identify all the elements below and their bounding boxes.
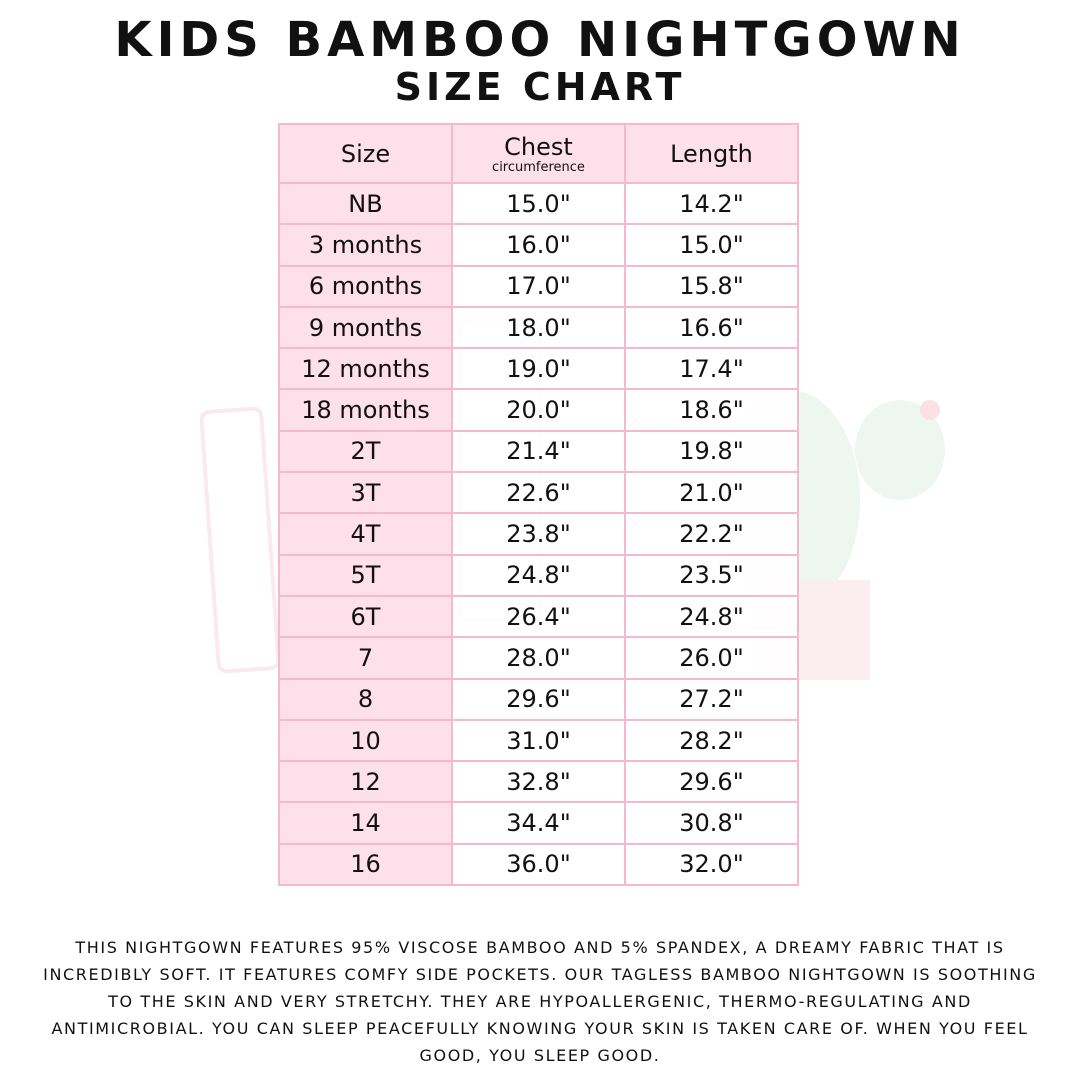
table-row: 3T 22.6" 21.0" <box>278 471 799 515</box>
table-row: 6T 26.4" 24.8" <box>278 594 799 639</box>
chest-cell: 34.4" <box>451 801 626 845</box>
chest-cell: 15.0" <box>451 181 626 226</box>
length-cell: 18.6" <box>624 388 799 432</box>
chest-cell: 29.6" <box>451 677 626 721</box>
column-header-size: Size <box>278 123 453 184</box>
column-label: Chest <box>504 132 573 161</box>
product-description: This nightgown features 95% viscose bamb… <box>43 938 1037 1065</box>
column-label: Size <box>340 139 391 168</box>
table-row: 4T 23.8" 22.2" <box>278 512 799 556</box>
length-cell: 16.6" <box>624 305 799 350</box>
size-cell: 6T <box>278 594 453 639</box>
length-cell: 27.2" <box>624 677 799 721</box>
page-title: KIDS BAMBOO NIGHTGOWN <box>114 12 966 68</box>
length-cell: 30.8" <box>624 801 799 845</box>
table-row: 14 34.4" 30.8" <box>278 801 799 845</box>
chest-cell: 32.8" <box>451 760 626 804</box>
length-cell: 28.2" <box>624 718 799 763</box>
column-header-chest: Chest circumference <box>451 123 626 184</box>
chest-cell: 36.0" <box>451 842 626 887</box>
chest-cell: 23.8" <box>451 512 626 556</box>
chest-cell: 24.8" <box>451 553 626 597</box>
size-cell: 2T <box>278 429 453 474</box>
length-cell: 17.4" <box>624 347 799 391</box>
size-cell: 10 <box>278 718 453 763</box>
size-cell: 5T <box>278 553 453 597</box>
chest-cell: 22.6" <box>451 471 626 515</box>
chest-cell: 21.4" <box>451 429 626 474</box>
chest-cell: 18.0" <box>451 305 626 350</box>
table-row: 10 31.0" 28.2" <box>278 718 799 763</box>
table-row: 12 months 19.0" 17.4" <box>278 347 799 391</box>
size-cell: 7 <box>278 636 453 680</box>
table-row: NB 15.0" 14.2" <box>278 181 799 226</box>
size-cell: 4T <box>278 512 453 556</box>
chest-cell: 20.0" <box>451 388 626 432</box>
column-label: Length <box>670 139 753 168</box>
chest-cell: 19.0" <box>451 347 626 391</box>
column-sublabel: circumference <box>492 159 585 175</box>
length-cell: 14.2" <box>624 181 799 226</box>
length-cell: 22.2" <box>624 512 799 556</box>
length-cell: 15.0" <box>624 223 799 267</box>
chest-cell: 28.0" <box>451 636 626 680</box>
table-row: 6 months 17.0" 15.8" <box>278 264 799 308</box>
size-cell: 18 months <box>278 388 453 432</box>
length-cell: 24.8" <box>624 594 799 639</box>
table-row: 12 32.8" 29.6" <box>278 760 799 804</box>
table-row: 8 29.6" 27.2" <box>278 677 799 721</box>
length-cell: 29.6" <box>624 760 799 804</box>
chest-cell: 31.0" <box>451 718 626 763</box>
size-cell: 3T <box>278 471 453 515</box>
table-header-row: Size Chest circumference Length <box>278 123 799 184</box>
size-cell: 8 <box>278 677 453 721</box>
table-row: 18 months 20.0" 18.6" <box>278 388 799 432</box>
page-subtitle: SIZE CHART <box>394 65 686 109</box>
table-row: 3 months 16.0" 15.0" <box>278 223 799 267</box>
length-cell: 19.8" <box>624 429 799 474</box>
length-cell: 21.0" <box>624 471 799 515</box>
size-cell: 3 months <box>278 223 453 267</box>
length-cell: 23.5" <box>624 553 799 597</box>
table-row: 2T 21.4" 19.8" <box>278 429 799 474</box>
size-chart-table: Size Chest circumference Length NB 15.0" 14… <box>278 123 799 887</box>
chest-cell: 26.4" <box>451 594 626 639</box>
chest-cell: 17.0" <box>451 264 626 308</box>
size-cell: 6 months <box>278 264 453 308</box>
size-cell: 12 months <box>278 347 453 391</box>
chest-cell: 16.0" <box>451 223 626 267</box>
length-cell: 32.0" <box>624 842 799 887</box>
size-cell: 12 <box>278 760 453 804</box>
column-header-length: Length <box>624 123 799 184</box>
size-cell: NB <box>278 181 453 226</box>
length-cell: 15.8" <box>624 264 799 308</box>
size-cell: 9 months <box>278 305 453 350</box>
table-row: 9 months 18.0" 16.6" <box>278 305 799 350</box>
table-row: 7 28.0" 26.0" <box>278 636 799 680</box>
table-row: 16 36.0" 32.0" <box>278 842 799 887</box>
length-cell: 26.0" <box>624 636 799 680</box>
size-cell: 16 <box>278 842 453 887</box>
table-row: 5T 24.8" 23.5" <box>278 553 799 597</box>
size-cell: 14 <box>278 801 453 845</box>
